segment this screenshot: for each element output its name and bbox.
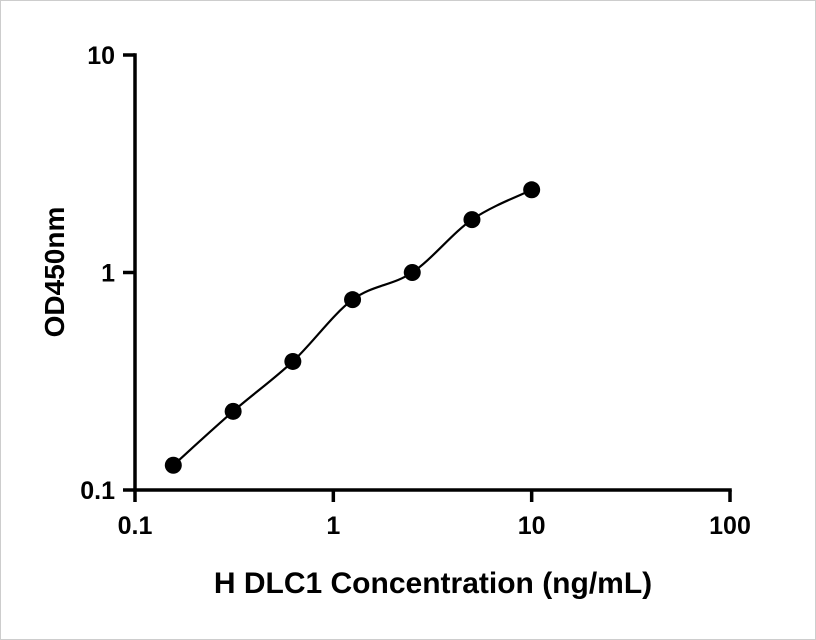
data-point — [463, 211, 481, 229]
x-tick-label: 1 — [326, 512, 340, 540]
fit-curve — [172, 188, 533, 467]
y-tick-label: 0.1 — [80, 477, 115, 505]
data-point — [224, 402, 242, 420]
x-tick-label: 0.1 — [118, 512, 153, 540]
data-point — [523, 181, 541, 199]
x-axis-label: H DLC1 Concentration (ng/mL) — [213, 567, 653, 600]
y-tick-label: 1 — [101, 260, 115, 288]
data-point — [164, 456, 182, 474]
y-tick-label: 10 — [87, 42, 115, 70]
y-axis-label: OD450nm — [39, 206, 70, 338]
data-point — [403, 264, 421, 281]
axes — [133, 53, 732, 492]
data-point — [284, 352, 302, 370]
data-point — [344, 291, 362, 309]
x-tick-label: 100 — [709, 512, 751, 540]
x-tick-label: 10 — [518, 512, 546, 540]
